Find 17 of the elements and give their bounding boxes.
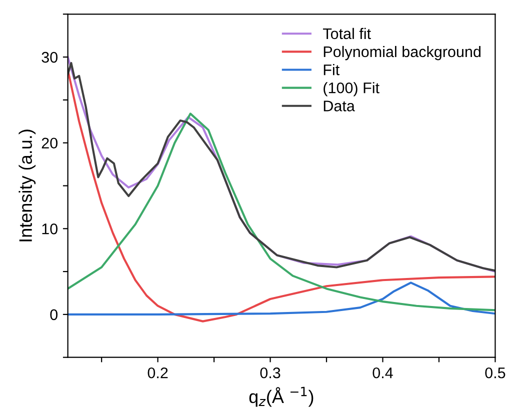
y-tick-label: 20 (42, 138, 58, 149)
y-tick-label: 10 (42, 224, 58, 234)
y-tick-label: 0 (50, 309, 58, 320)
line-series (68, 282, 496, 316)
x-tick-label: 0.4 (372, 367, 393, 378)
legend-label: Data (324, 100, 355, 112)
y-tick-label: 30 (42, 52, 58, 63)
legend-label: Fit (324, 64, 340, 76)
legend-label: Polynomial background (324, 46, 480, 60)
y-axis-title: Intensity (a.u.) (18, 130, 36, 242)
x-tick-label: 0.3 (260, 367, 280, 378)
x-axis-title: q$_{z}$(Å $^{−1}$) (249, 386, 314, 407)
legend-label: (100) Fit (324, 82, 380, 96)
x-tick-label: 0.2 (148, 367, 168, 378)
legend-label: Total fit (323, 28, 371, 40)
line-series (68, 112, 496, 312)
x-tick-label: 0.5 (485, 367, 506, 378)
